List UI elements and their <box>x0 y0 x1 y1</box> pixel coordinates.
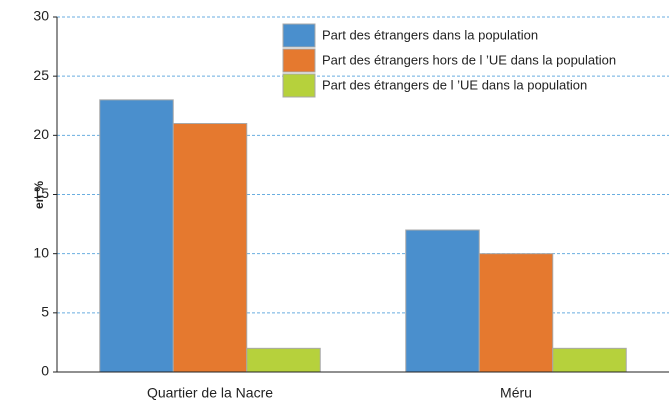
bar <box>246 347 321 373</box>
bar <box>99 99 174 373</box>
y-tick-label: 5 <box>41 304 49 320</box>
x-tick-label: Quartier de la Nacre <box>147 385 273 401</box>
y-tick-label: 10 <box>33 244 49 260</box>
legend-label: Part des étrangers de l ’UE dans la popu… <box>322 77 587 92</box>
y-tick-label: 30 <box>33 8 49 24</box>
y-tick-label: 20 <box>33 126 49 142</box>
bar <box>172 123 248 373</box>
bar <box>552 347 627 373</box>
y-tick-label: 15 <box>33 185 49 201</box>
y-tick-label: 0 <box>41 363 49 379</box>
legend-swatch <box>282 48 316 73</box>
legend-swatch <box>282 73 316 98</box>
y-axis-label: en % <box>32 181 46 209</box>
bar <box>405 229 480 373</box>
legend-label: Part des étrangers hors de l ’UE dans la… <box>322 52 616 67</box>
y-tick-label: 25 <box>33 67 49 83</box>
x-tick-label: Méru <box>500 385 532 401</box>
legend-swatch <box>282 23 316 48</box>
bar <box>478 253 554 373</box>
legend-label: Part des étrangers dans la population <box>322 27 538 42</box>
